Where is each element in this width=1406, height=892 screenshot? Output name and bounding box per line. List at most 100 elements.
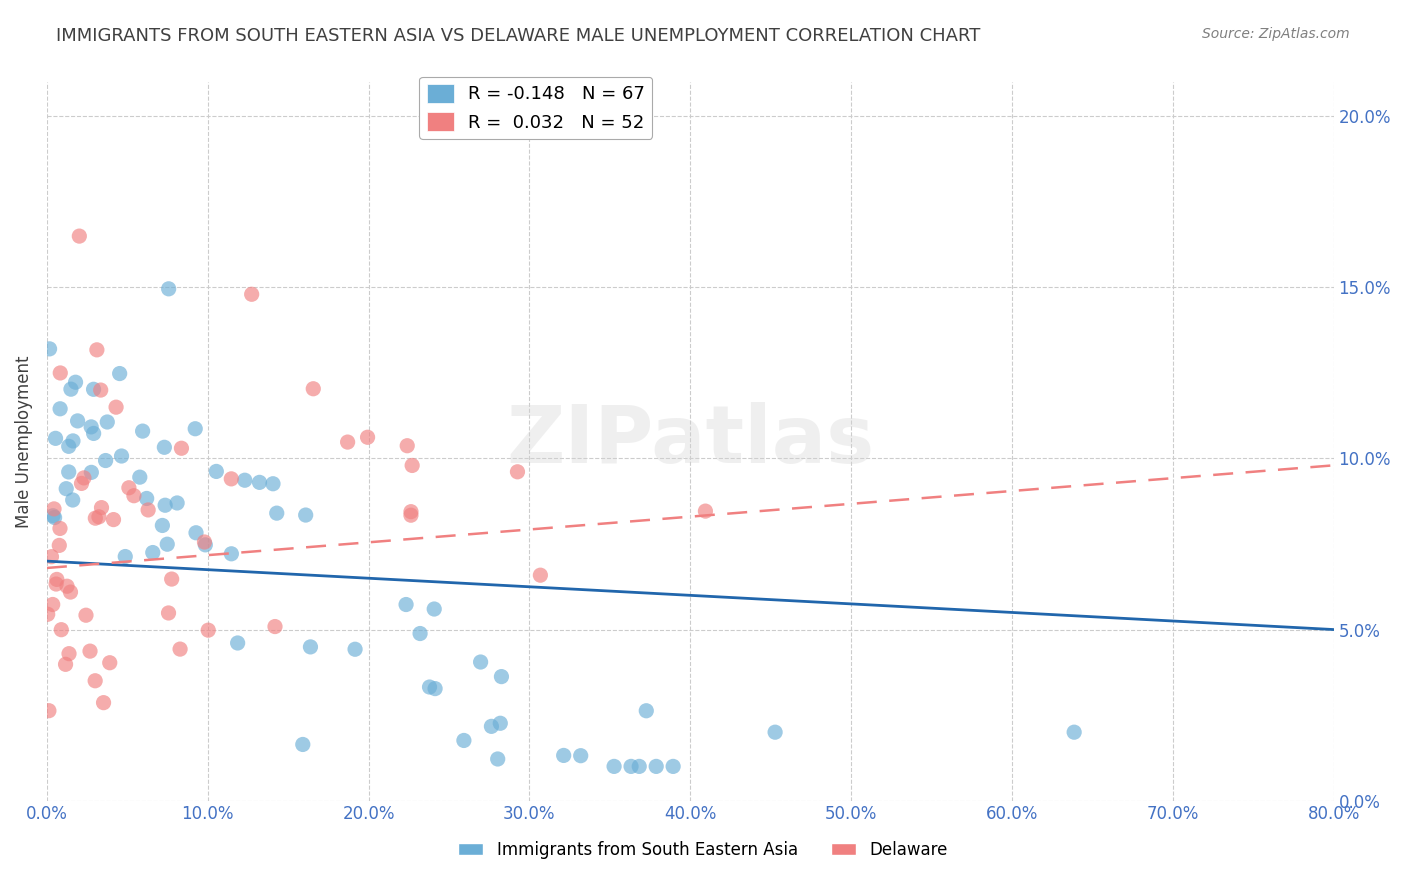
Point <box>302 382 325 396</box>
Point <box>401 458 423 473</box>
Point <box>48 538 70 552</box>
Text: IMMIGRANTS FROM SOUTH EASTERN ASIA VS DELAWARE MALE UNEMPLOYMENT CORRELATION CHA: IMMIGRANTS FROM SOUTH EASTERN ASIA VS DE… <box>56 27 980 45</box>
Point <box>93 696 115 710</box>
Point <box>38 704 60 718</box>
Point <box>396 439 419 453</box>
Text: ZIPatlas: ZIPatlas <box>506 402 875 481</box>
Point <box>55 657 77 672</box>
Point <box>45 577 67 591</box>
Point <box>142 545 165 559</box>
Point <box>44 510 66 524</box>
Point <box>103 513 125 527</box>
Point <box>55 482 77 496</box>
Legend: Immigrants from South Eastern Asia, Delaware: Immigrants from South Eastern Asia, Dela… <box>451 835 955 866</box>
Point <box>170 442 193 456</box>
Point <box>160 572 183 586</box>
Point <box>84 511 107 525</box>
Point <box>58 647 80 661</box>
Point <box>240 287 263 301</box>
Point <box>423 602 446 616</box>
Point <box>249 475 271 490</box>
Point <box>86 343 108 357</box>
Point <box>110 449 132 463</box>
Point <box>114 549 136 564</box>
Point <box>399 505 422 519</box>
Point <box>194 538 217 552</box>
Point <box>49 366 72 380</box>
Point <box>98 656 121 670</box>
Legend: R = -0.148   N = 67, R =  0.032   N = 52: R = -0.148 N = 67, R = 0.032 N = 52 <box>419 77 652 139</box>
Point <box>41 549 63 564</box>
Point <box>56 579 79 593</box>
Point <box>62 434 84 448</box>
Point <box>486 752 509 766</box>
Point <box>193 535 215 549</box>
Point <box>763 725 786 739</box>
Y-axis label: Male Unemployment: Male Unemployment <box>15 355 32 528</box>
Point <box>1063 725 1085 739</box>
Point <box>569 748 592 763</box>
Point <box>45 431 67 445</box>
Point <box>87 509 110 524</box>
Point <box>45 573 67 587</box>
Point <box>38 342 60 356</box>
Point <box>645 759 668 773</box>
Point <box>156 537 179 551</box>
Point <box>695 504 717 518</box>
Point <box>150 518 173 533</box>
Point <box>628 759 651 773</box>
Point <box>58 465 80 479</box>
Point <box>184 525 207 540</box>
Point <box>636 704 658 718</box>
Point <box>108 367 131 381</box>
Point <box>73 471 96 485</box>
Point <box>184 422 207 436</box>
Point <box>157 606 180 620</box>
Point <box>264 619 287 633</box>
Point <box>344 642 367 657</box>
Point <box>59 382 82 396</box>
Point <box>409 626 432 640</box>
Point <box>233 473 256 487</box>
Point <box>67 229 90 244</box>
Point <box>205 465 228 479</box>
Point <box>395 598 418 612</box>
Point <box>128 470 150 484</box>
Point <box>153 498 176 512</box>
Point <box>94 453 117 467</box>
Point <box>481 719 503 733</box>
Point <box>80 420 103 434</box>
Point <box>42 502 65 516</box>
Point <box>153 440 176 454</box>
Point <box>136 503 159 517</box>
Point <box>42 508 65 523</box>
Point <box>37 607 59 622</box>
Point <box>291 738 314 752</box>
Point <box>75 608 97 623</box>
Point <box>58 439 80 453</box>
Point <box>299 640 322 654</box>
Point <box>51 623 73 637</box>
Point <box>620 759 643 773</box>
Point <box>49 401 72 416</box>
Point <box>197 623 219 637</box>
Point <box>470 655 492 669</box>
Point <box>105 400 128 414</box>
Point <box>506 465 529 479</box>
Point <box>169 642 191 657</box>
Point <box>221 547 243 561</box>
Point <box>135 491 157 506</box>
Point <box>90 500 112 515</box>
Point <box>79 644 101 658</box>
Point <box>399 508 422 523</box>
Point <box>336 435 359 450</box>
Point <box>489 716 512 731</box>
Point <box>491 670 513 684</box>
Point <box>65 376 87 390</box>
Point <box>80 466 103 480</box>
Point <box>294 508 316 522</box>
Point <box>418 680 440 694</box>
Point <box>84 673 107 688</box>
Point <box>49 521 72 535</box>
Point <box>118 481 141 495</box>
